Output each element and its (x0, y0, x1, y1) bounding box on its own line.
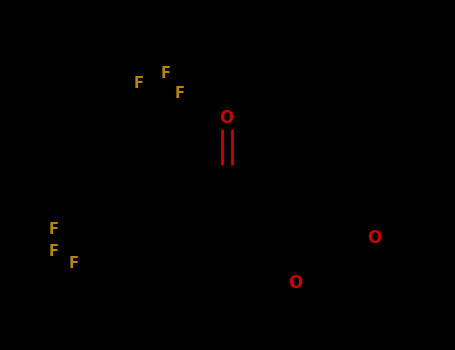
Text: F: F (134, 76, 144, 91)
Text: F: F (161, 66, 171, 81)
Text: O: O (367, 229, 381, 246)
Text: F: F (68, 256, 78, 271)
Text: F: F (49, 245, 59, 259)
Text: F: F (175, 86, 185, 102)
Text: O: O (288, 274, 302, 292)
Text: F: F (49, 223, 59, 238)
Text: O: O (219, 109, 233, 127)
